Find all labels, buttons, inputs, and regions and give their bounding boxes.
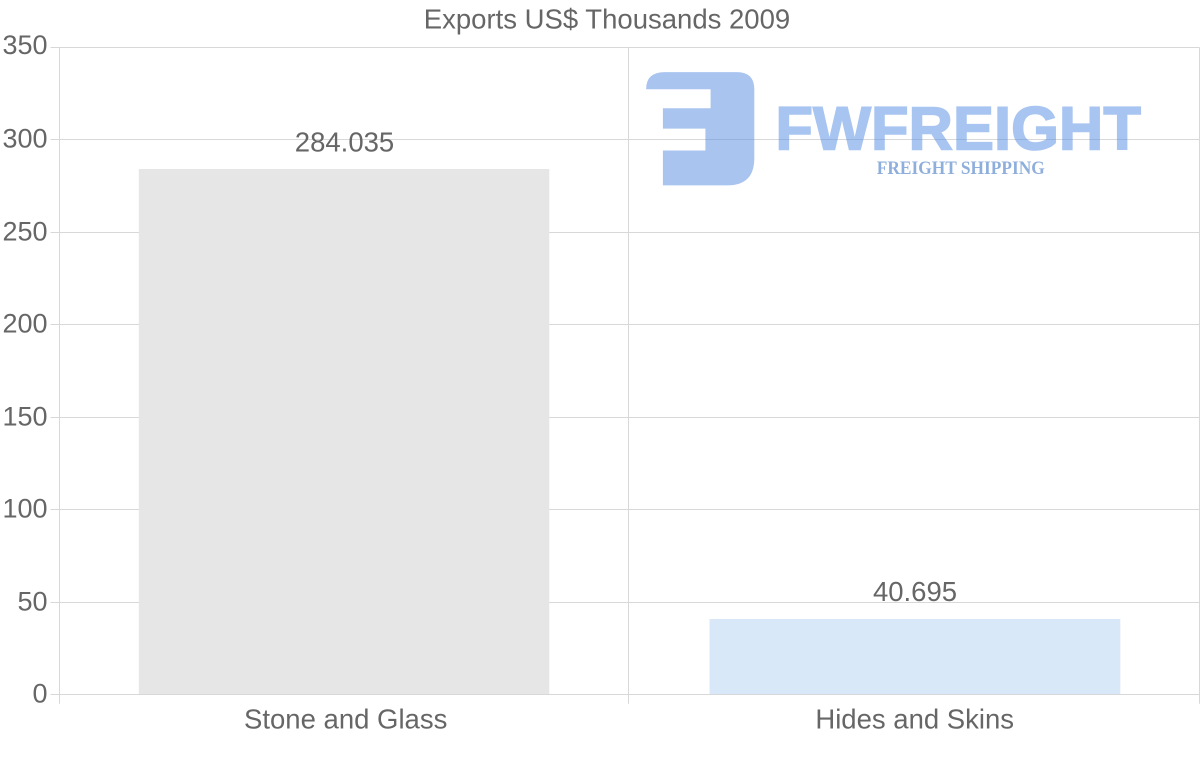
svg-text:FREIGHT SHIPPING: FREIGHT SHIPPING: [877, 158, 1045, 179]
svg-text:250: 250: [2, 217, 47, 247]
svg-text:Hides and Skins: Hides and Skins: [815, 704, 1014, 735]
svg-text:40.695: 40.695: [873, 576, 957, 607]
svg-text:284.035: 284.035: [295, 127, 394, 158]
svg-text:Exports US$ Thousands 2009: Exports US$ Thousands 2009: [424, 4, 790, 35]
svg-text:100: 100: [2, 494, 47, 524]
svg-text:Stone and Glass: Stone and Glass: [244, 704, 447, 735]
svg-text:FWFREIGHT: FWFREIGHT: [775, 95, 1141, 164]
svg-text:50: 50: [17, 587, 47, 617]
svg-text:350: 350: [2, 30, 47, 60]
svg-text:150: 150: [2, 402, 47, 432]
svg-text:300: 300: [2, 124, 47, 154]
svg-text:0: 0: [32, 679, 47, 709]
svg-text:200: 200: [2, 309, 47, 339]
